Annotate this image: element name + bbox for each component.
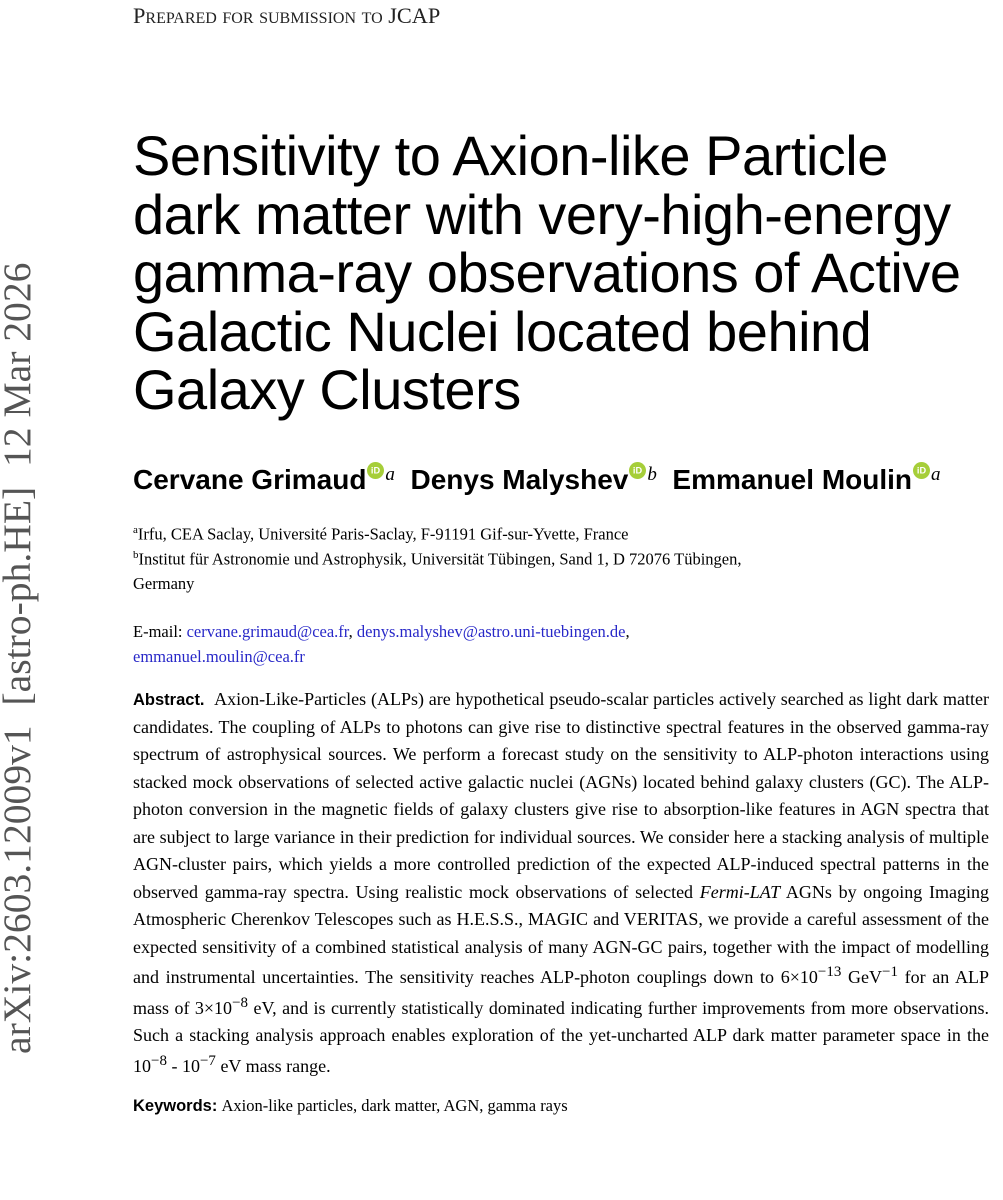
svg-text:iD: iD (371, 465, 381, 475)
svg-text:iD: iD (917, 465, 927, 475)
svg-text:iD: iD (633, 465, 643, 475)
